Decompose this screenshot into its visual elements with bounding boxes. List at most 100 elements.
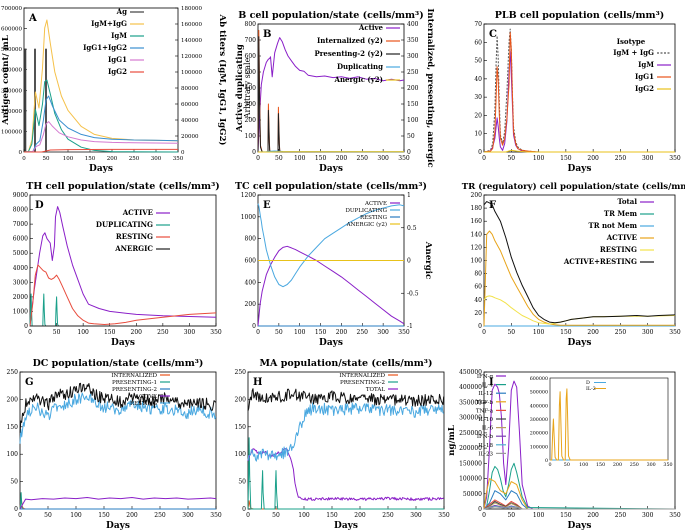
y-tick-label: 70 (474, 21, 482, 28)
x-tick-label: 350 (398, 329, 410, 336)
panel-title: MA population/state (cells/mm³) (260, 358, 433, 369)
panel-title: TH cell population/state (cells/mm³) (26, 181, 219, 192)
y-tick-label: 300000 (1, 88, 22, 94)
series-line-active (483, 230, 675, 327)
x-tick-label: 300 (410, 512, 422, 519)
y2-tick-label: 200 (407, 85, 419, 92)
series-line-igm-igg (23, 19, 179, 153)
y-tick-label: 4000 (13, 265, 28, 272)
panel-e: TC cell population/state (cells/mm³) 0 50 1… (235, 181, 433, 348)
y-tick-label: 40 (474, 297, 482, 304)
y2-tick-label: 60000 (181, 102, 199, 108)
series-line-presenting-2 (247, 437, 444, 510)
y-tick-label: 100 (7, 451, 19, 458)
x-tick-label: 0 (482, 329, 486, 336)
inset-y-tick-label: 500000 (530, 390, 548, 396)
legend-label: Presenting-2 (y2) (314, 49, 383, 58)
y2-tick-label: 100 (407, 117, 419, 124)
y-tick-label: 100 (471, 258, 483, 265)
y-tick-label: 200 (245, 301, 257, 308)
panel-title: TC cell population/state (cells/mm³) (235, 181, 427, 192)
y-tick-label: 3000 (13, 279, 28, 286)
y-tick-label: 120 (471, 244, 483, 251)
legend-label: TGF-b (476, 400, 493, 406)
series-group (483, 28, 675, 153)
y-tick-label: 50000 (463, 491, 482, 498)
y-tick-label: 250 (235, 369, 247, 376)
x-tick-label: 150 (98, 512, 110, 519)
series-line-resting (483, 295, 676, 325)
y-tick-label: 200 (471, 192, 483, 199)
y2-tick-label: 250 (407, 69, 419, 76)
y-tick-label: 1200 (241, 192, 256, 199)
y-tick-label: 500000 (1, 47, 22, 53)
series-line-igm (23, 79, 179, 153)
panel-title: TR (regulatory) cell population/state (c… (462, 181, 685, 192)
y-tick-label: 800 (245, 236, 257, 243)
x-tick-label: 350 (669, 512, 681, 519)
legend-label: IFN-b (477, 434, 494, 440)
panel-b: B cell population/state (cells/mm³) 0 50 10… (235, 8, 435, 174)
y-tick-label: 40 (474, 76, 482, 83)
x-tick-label: 250 (357, 155, 369, 162)
y-tick-label: 1000 (241, 214, 256, 221)
panel-letter-box (261, 198, 272, 210)
y-tick-label: 20 (474, 310, 482, 317)
legend-label: RESTING (360, 215, 387, 221)
panel-letter: I (489, 377, 494, 388)
x-tick-label: 350 (173, 156, 184, 162)
x-tick-label: 50 (275, 155, 283, 162)
legend-label: Ag (116, 7, 127, 16)
x-tick-label: 150 (560, 512, 572, 519)
x-tick-label: 200 (131, 329, 143, 336)
panel-title: B cell population/state (cells/mm³) (238, 10, 423, 21)
y-tick-label: 0 (242, 506, 246, 513)
series-line-ag (24, 48, 178, 153)
series-line-resting (19, 392, 217, 444)
x-tick-label: 350 (398, 155, 410, 162)
y-axis-label: Antigen count/ mL (1, 35, 11, 126)
y-tick-label: 400000 (1, 68, 22, 74)
series-group (247, 388, 445, 510)
panel-letter-box (487, 375, 498, 387)
x-axis-label: Days (89, 164, 113, 174)
legend: INTERNALIZEDPRESENTING-1PRESENTING-2ACTI… (111, 373, 170, 407)
y2-tick-label: 20000 (181, 134, 199, 140)
y2-axis-label: Anergic (423, 241, 433, 279)
y-tick-label: 0 (478, 323, 482, 330)
y-tick-label: 500 (245, 69, 257, 76)
panel-letter-box (251, 375, 262, 387)
series-line-internalized (19, 497, 216, 510)
legend-label: TOTAL (366, 387, 386, 393)
x-tick-label: 200 (354, 512, 366, 519)
legend-label: RESTING (130, 401, 157, 407)
legend-label: IgG2 (108, 67, 127, 76)
series-line-il-23 (483, 506, 675, 510)
x-tick-label: 100 (77, 329, 89, 336)
inset-y-tick-label: 0 (545, 458, 548, 464)
legend-label: IFN-g (477, 374, 494, 380)
legend-label: Internalized (y2) (317, 36, 383, 45)
y2-tick-label: 50 (407, 133, 415, 140)
y-tick-label: 0 (478, 506, 482, 513)
y2-tick-label: 0.5 (407, 225, 417, 232)
y-tick-label: 200000 (459, 445, 482, 452)
x-tick-label: 250 (615, 155, 627, 162)
y-tick-label: 400 (245, 85, 257, 92)
panel-c: PLB cell population (cells/mm³)0 50 100 150… (474, 10, 681, 174)
series-line-igg1 (483, 32, 675, 153)
y-tick-label: 8000 (13, 207, 28, 214)
legend-label: TNF-a (476, 408, 494, 414)
legend-label: Duplicating (337, 62, 383, 71)
series-line-igg1-igg2 (23, 95, 179, 153)
y-tick-label: 30 (474, 94, 482, 101)
inset-x-tick-label: 300 (647, 462, 656, 468)
inset-x-tick-label: 350 (663, 462, 672, 468)
x-tick-label: 250 (357, 329, 369, 336)
y-tick-label: 600 (245, 53, 257, 60)
legend: Active Internalized (y2) Presenting-2 (y2)… (314, 23, 400, 84)
legend-label: IgM + IgG (613, 48, 654, 57)
x-tick-label: 350 (669, 155, 681, 162)
y2-tick-label: 400 (407, 21, 419, 28)
